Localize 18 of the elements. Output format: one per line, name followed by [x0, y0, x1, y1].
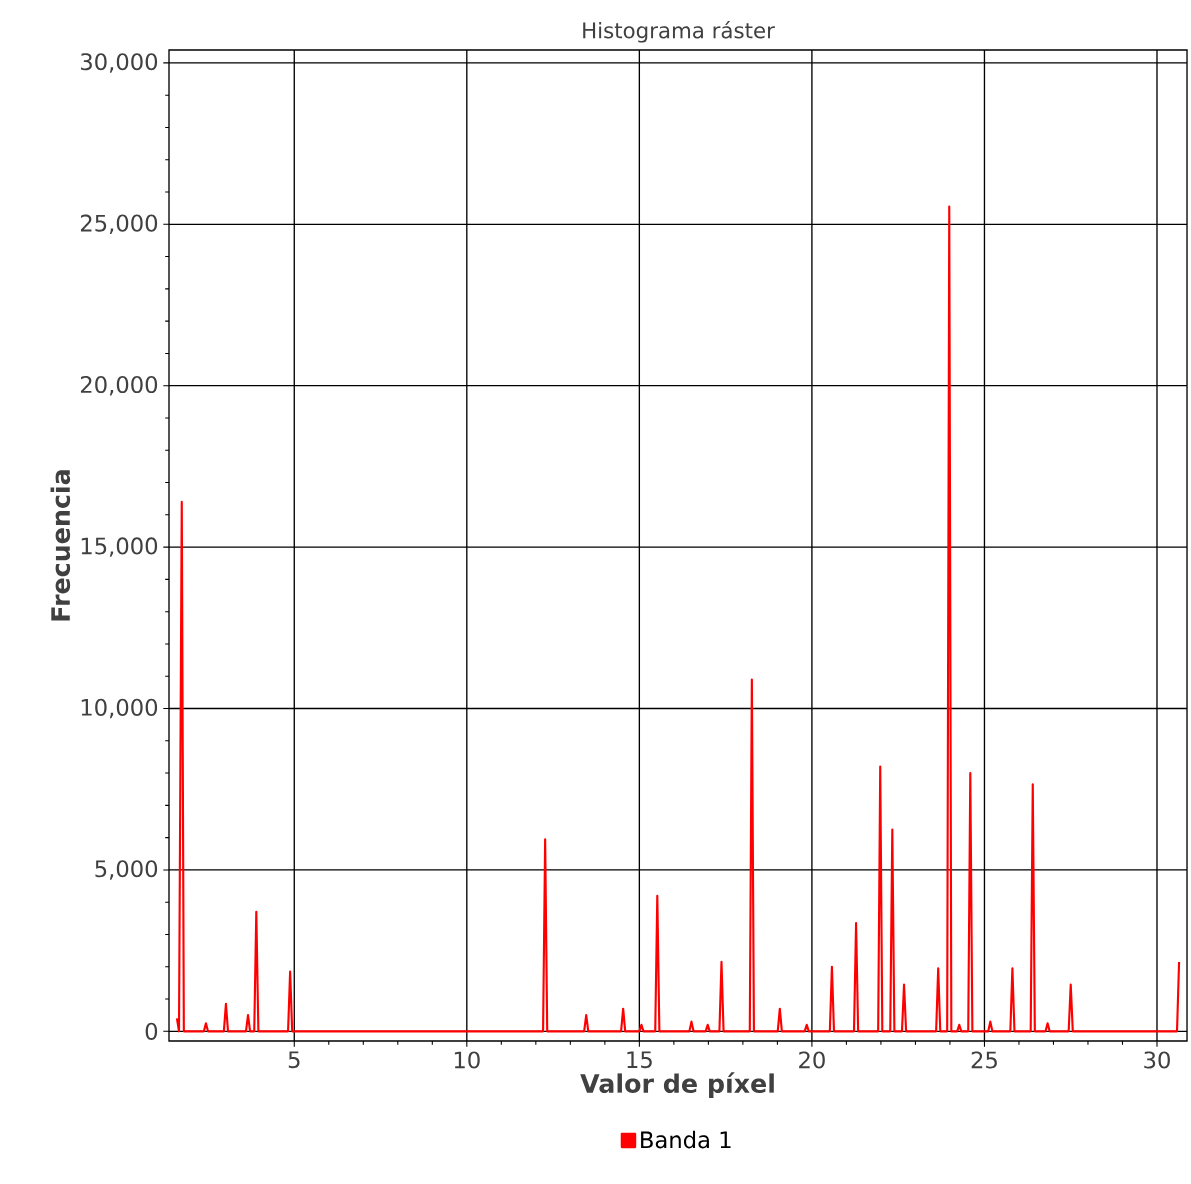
y-tick-label: 25,000	[80, 214, 158, 235]
y-tick-label: 15,000	[81, 537, 158, 557]
x-tick-label: 25	[971, 1051, 997, 1069]
chart-title: Histograma ráster	[583, 21, 775, 43]
y-tick-label: 0	[145, 1022, 158, 1040]
x-tick-label: 20	[799, 1051, 825, 1069]
x-tick-label: 15	[627, 1051, 652, 1069]
y-axis-title: Frecuencia	[50, 470, 71, 621]
y-tick-label: 10,000	[81, 698, 158, 719]
x-tick-label: 30	[1144, 1051, 1170, 1069]
y-tick-label: 20,000	[80, 375, 158, 396]
y-tick-label: 5,000	[95, 860, 158, 880]
x-tick-label: 5	[288, 1051, 300, 1069]
x-axis-title: Valor de píxel	[580, 1072, 774, 1098]
x-tick-label: 10	[454, 1051, 480, 1069]
legend-label: Banda 1	[641, 1130, 731, 1149]
line-series	[175, 205, 1181, 1033]
y-tick-label: 30,000	[81, 53, 158, 73]
